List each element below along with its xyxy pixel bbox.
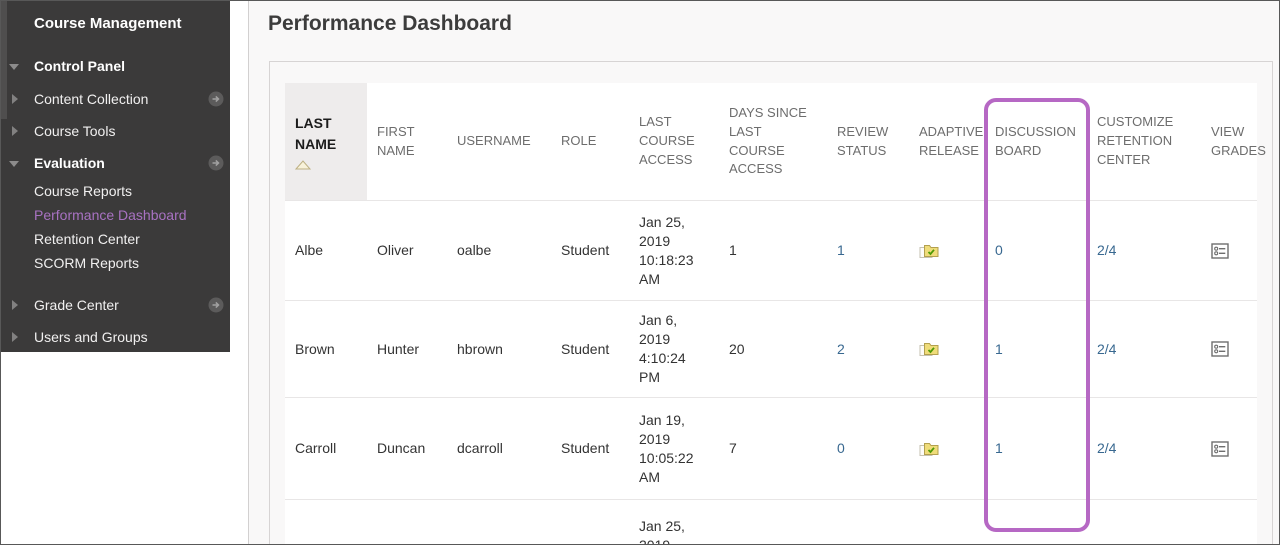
first-name-cell: Hunter xyxy=(377,340,420,357)
course-management-sidebar: Course Management Control Panel Content … xyxy=(1,1,230,352)
customize-retention-center-link[interactable]: 2/4 xyxy=(1097,340,1117,357)
sidebar-item-course-reports[interactable]: Course Reports xyxy=(34,183,133,199)
last-name-cell: Carroll xyxy=(295,440,337,457)
column-header-review-status[interactable]: REVIEW STATUS xyxy=(837,123,889,158)
view-grades-list-icon[interactable] xyxy=(1211,242,1229,259)
circle-arrow-right-icon[interactable] xyxy=(208,155,224,171)
column-header-role[interactable]: ROLE xyxy=(561,133,597,149)
discussion-board-link[interactable]: 1 xyxy=(995,340,1003,357)
username-cell: hbrown xyxy=(457,340,503,357)
last-course-access-cell: Jan 19, 2019 10:05:22 AM xyxy=(639,411,694,485)
sidebar-heading-course-management: Course Management xyxy=(1,13,230,35)
column-header-username[interactable]: USERNAME xyxy=(457,133,531,149)
last-course-access-cell: Jan 25, 2019 10:18:23 AM xyxy=(639,213,694,287)
sidebar-item-users-and-groups[interactable]: Users and Groups xyxy=(1,326,230,348)
adaptive-release-folder-check-icon xyxy=(919,343,939,357)
sidebar-scrollbar[interactable] xyxy=(1,1,7,119)
days-since-cell: 20 xyxy=(729,340,745,357)
column-header-days-since-last-course-access[interactable]: DAYS SINCE LAST COURSE ACCESS xyxy=(729,104,807,177)
discussion-board-link[interactable]: 1 xyxy=(995,440,1003,457)
adaptive-release-folder-check-icon xyxy=(919,442,939,456)
column-header-last-name[interactable]: LAST NAME xyxy=(285,83,367,201)
first-name-cell: Chris xyxy=(367,500,447,544)
circle-arrow-right-icon[interactable] xyxy=(208,297,224,313)
sidebar-item-scorm-reports[interactable]: SCORM Reports xyxy=(34,255,140,271)
sort-ascending-triangle-icon xyxy=(295,160,311,170)
column-header-first-name[interactable]: FIRST NAME xyxy=(377,123,415,158)
username-cell: dcarroll xyxy=(457,440,503,457)
performance-table: LAST NAME FIRST NAME USERNAME ROLE LAST … xyxy=(285,83,1266,545)
review-status-link[interactable]: 1 xyxy=(837,242,845,259)
view-grades-list-icon[interactable] xyxy=(1211,440,1229,457)
main-content-panel: Performance Dashboard LAST NAME xyxy=(248,1,1279,544)
caret-right-icon[interactable] xyxy=(12,300,18,310)
review-status-link[interactable]: 0 xyxy=(837,440,845,457)
sidebar-item-performance-dashboard[interactable]: Performance Dashboard xyxy=(34,207,187,223)
sidebar-item-evaluation[interactable]: Evaluation xyxy=(1,152,230,174)
username-cell: oalbe xyxy=(457,242,492,259)
days-since-cell: 1 xyxy=(729,242,737,259)
table-header-row: LAST NAME FIRST NAME USERNAME ROLE LAST … xyxy=(285,83,1266,201)
days-since-cell: 7 xyxy=(729,440,737,457)
username-cell: ccasper xyxy=(447,500,551,544)
table-row: Albe Oliver oalbe Student Jan 25, 2019 1… xyxy=(285,200,1257,301)
caret-right-icon[interactable] xyxy=(12,126,18,136)
role-cell: Student xyxy=(561,242,610,259)
page-title: Performance Dashboard xyxy=(268,12,512,35)
role-cell: Student xyxy=(551,500,629,544)
role-cell: Student xyxy=(561,440,610,457)
last-name-cell: Casper xyxy=(285,500,367,544)
column-header-adaptive-release[interactable]: ADAPTIVE RELEASE xyxy=(919,123,984,158)
sidebar-heading-label: Course Management xyxy=(34,15,182,32)
view-grades-list-icon[interactable] xyxy=(1211,341,1229,357)
last-name-cell: Albe xyxy=(295,242,324,259)
discussion-board-link[interactable]: 0 xyxy=(995,242,1003,259)
column-header-last-course-access[interactable]: LAST COURSE ACCESS xyxy=(639,114,695,168)
role-cell: Student xyxy=(561,340,610,357)
days-since-cell: 1 xyxy=(719,500,827,544)
column-header-view-grades[interactable]: VIEW GRADES xyxy=(1211,123,1266,158)
last-course-access-cell: Jan 25, 2019 11:15:01 AM xyxy=(639,517,685,545)
caret-down-icon[interactable] xyxy=(9,161,19,167)
last-name-cell: Brown xyxy=(295,340,335,357)
circle-arrow-right-icon[interactable] xyxy=(208,91,224,107)
column-header-customize-retention-center[interactable]: CUSTOMIZE RETENTION CENTER xyxy=(1097,114,1174,168)
sidebar-item-course-tools[interactable]: Course Tools xyxy=(1,120,230,142)
last-course-access-cell: Jan 6, 2019 4:10:24 PM xyxy=(639,312,686,386)
caret-right-icon[interactable] xyxy=(12,332,18,342)
sidebar-item-control-panel[interactable]: Control Panel xyxy=(1,55,230,77)
sidebar-item-retention-center[interactable]: Retention Center xyxy=(34,231,140,247)
sidebar-item-content-collection[interactable]: Content Collection xyxy=(1,88,230,110)
caret-right-icon[interactable] xyxy=(12,94,18,104)
customize-retention-center-link[interactable]: 2/4 xyxy=(1097,242,1117,259)
performance-table-container: LAST NAME FIRST NAME USERNAME ROLE LAST … xyxy=(269,61,1273,545)
column-header-discussion-board[interactable]: DISCUSSION BOARD xyxy=(995,123,1076,158)
first-name-cell: Oliver xyxy=(377,242,414,259)
caret-down-icon[interactable] xyxy=(9,64,19,70)
customize-retention-center-link[interactable]: 2/4 xyxy=(1097,440,1117,457)
table-row: Carroll Duncan dcarroll Student Jan 19, … xyxy=(285,397,1257,500)
review-status-link[interactable]: 2 xyxy=(837,340,845,357)
first-name-cell: Duncan xyxy=(377,440,426,457)
table-row: Brown Hunter hbrown Student Jan 6, 2019 … xyxy=(285,300,1257,398)
sidebar-item-grade-center[interactable]: Grade Center xyxy=(1,294,230,316)
adaptive-release-folder-check-icon xyxy=(919,244,939,258)
table-row: Casper Chris ccasper Student Jan 25, 201… xyxy=(285,499,1257,545)
